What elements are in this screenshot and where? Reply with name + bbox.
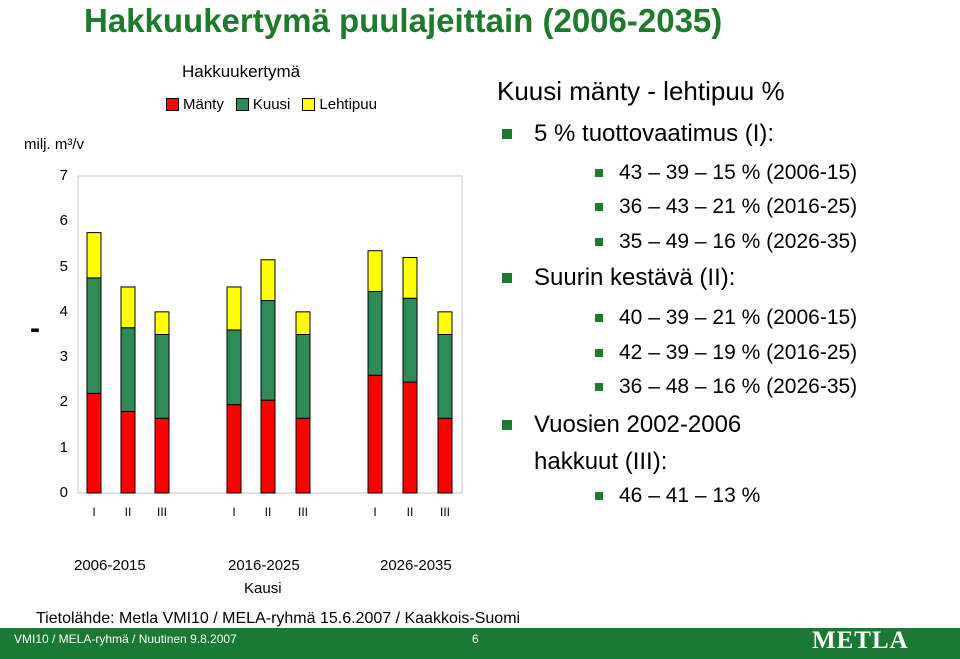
x-group-label: 2006-2015 — [74, 557, 146, 574]
sub-bullet-item: 35 – 49 – 16 % (2026-35) — [619, 230, 858, 253]
legend-item: Mänty — [166, 96, 224, 113]
bar-segment — [260, 259, 276, 302]
sub-bullet-item: 46 – 41 – 13 % — [619, 484, 761, 507]
bar-segment — [120, 410, 136, 494]
footer-text: VMI10 / MELA-ryhmä / Nuutinen 9.8.2007 — [14, 632, 237, 646]
bullet-marker — [595, 169, 603, 177]
bar-segment — [402, 257, 418, 299]
bullet-marker — [595, 349, 603, 357]
x-tick-label: II — [406, 505, 414, 519]
legend-swatch — [302, 98, 316, 111]
bar-segment — [154, 417, 170, 494]
bar-segment — [86, 392, 102, 494]
bullet-heading: Kuusi mänty - lehtipuu % — [497, 76, 785, 106]
bar-segment — [295, 334, 311, 419]
sub-bullet-item: 43 – 39 – 15 % (2006-15) — [619, 161, 858, 184]
x-tick-label: I — [373, 505, 377, 519]
bar-segment — [86, 277, 102, 394]
bullet-item: hakkuut (III): — [534, 448, 668, 475]
bar-segment — [295, 417, 311, 494]
y-tick-label: 6 — [59, 212, 68, 230]
bar-segment — [367, 250, 383, 292]
legend-swatch — [235, 98, 249, 111]
bar-segment — [402, 297, 418, 383]
bar-segment — [226, 329, 242, 406]
bar-segment — [226, 286, 242, 331]
bar-segment — [402, 381, 418, 494]
bullet-marker — [595, 383, 603, 391]
x-tick-label: I — [232, 505, 236, 519]
side-dash: - — [30, 312, 40, 345]
bullet-marker — [595, 492, 603, 500]
bar-segment — [437, 417, 453, 494]
y-axis-label: milj. m³/v — [24, 136, 84, 153]
bullet-item: Vuosien 2002-2006 — [534, 411, 742, 438]
bar-segment — [120, 327, 136, 412]
chart-title: Hakkuukertymä — [182, 62, 301, 81]
bar-segment — [260, 300, 276, 401]
bar-segment — [86, 232, 102, 279]
slide-title: Hakkuukertymä puulajeittain (2006-2035) — [84, 2, 723, 39]
y-tick-label: 0 — [59, 484, 68, 501]
x-tick-label: II — [124, 505, 132, 519]
bar-segment — [437, 334, 453, 419]
bullet-marker — [502, 129, 512, 139]
x-tick-label: III — [439, 505, 450, 519]
legend-label: Mänty — [183, 96, 224, 113]
y-tick-label: 1 — [59, 438, 68, 456]
sub-bullet-item: 36 – 43 – 21 % (2016-25) — [619, 195, 858, 218]
metla-logo: METLA — [812, 627, 909, 654]
legend-item: Kuusi — [235, 96, 291, 113]
page-number: 6 — [472, 632, 479, 646]
bullet-marker — [595, 314, 603, 322]
sub-bullet-item: 40 – 39 – 21 % (2006-15) — [619, 306, 858, 329]
legend-label: Kuusi — [252, 96, 291, 113]
footer-bar — [0, 628, 960, 659]
x-group-label: 2016-2025 — [228, 557, 300, 574]
y-tick-label: 3 — [59, 348, 68, 366]
bullet-marker — [502, 420, 512, 430]
bar-segment — [260, 399, 276, 494]
bullet-marker — [502, 273, 512, 283]
y-tick-label: 5 — [59, 257, 68, 275]
y-tick-label: 7 — [59, 167, 68, 184]
bar-segment — [120, 286, 136, 329]
bar-segment — [437, 311, 453, 336]
x-tick-label: II — [264, 505, 272, 519]
sub-bullet-item: 36 – 48 – 16 % (2026-35) — [619, 375, 858, 398]
legend-swatch — [166, 98, 179, 111]
y-tick-label: 4 — [59, 302, 68, 320]
x-group-label: 2026-2035 — [380, 557, 452, 574]
x-tick-label: III — [297, 505, 308, 519]
x-tick-label: III — [156, 505, 167, 519]
x-tick-label: I — [92, 505, 96, 519]
chart-legend: Mänty Kuusi Lehtipuu — [166, 96, 383, 113]
bullet-item: Suurin kestävä (II): — [534, 264, 736, 291]
bar-segment — [367, 374, 383, 494]
y-tick-label: 2 — [59, 393, 68, 411]
bullet-marker — [595, 238, 603, 246]
bar-segment — [226, 404, 242, 494]
bar-segment — [154, 334, 170, 419]
sub-bullet-item: 42 – 39 – 19 % (2016-25) — [619, 341, 858, 364]
bar-segment — [154, 311, 170, 336]
legend-item: Lehtipuu — [302, 96, 377, 113]
bullet-marker — [595, 203, 603, 211]
source-note: Tietolähde: Metla VMI10 / MELA-ryhmä 15.… — [36, 610, 521, 627]
bar-segment — [295, 311, 311, 336]
bar-segment — [367, 290, 383, 376]
bullet-item: 5 % tuottovaatimus (I): — [534, 120, 775, 147]
legend-label: Lehtipuu — [319, 96, 377, 113]
x-axis-label: Kausi — [244, 580, 282, 597]
